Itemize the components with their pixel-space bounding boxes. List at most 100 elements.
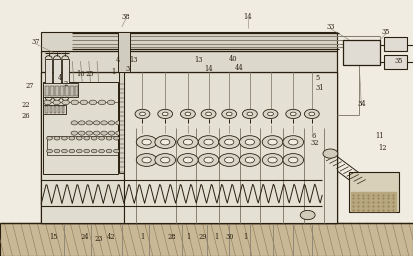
Circle shape <box>135 109 150 119</box>
Circle shape <box>268 139 277 145</box>
Circle shape <box>225 157 234 163</box>
Circle shape <box>240 136 260 148</box>
Circle shape <box>91 149 97 153</box>
Circle shape <box>62 100 69 105</box>
Text: 33: 33 <box>326 23 335 31</box>
Circle shape <box>242 109 257 119</box>
Bar <box>54 59 61 97</box>
Circle shape <box>161 157 170 163</box>
Circle shape <box>69 136 75 140</box>
Circle shape <box>289 157 298 163</box>
Text: 12: 12 <box>378 144 386 153</box>
Circle shape <box>84 149 90 153</box>
Circle shape <box>78 131 85 135</box>
Text: 27: 27 <box>26 82 34 90</box>
Circle shape <box>219 136 240 148</box>
Text: 1: 1 <box>140 233 145 241</box>
Circle shape <box>201 109 216 119</box>
Circle shape <box>240 154 260 166</box>
Text: 28: 28 <box>167 233 176 241</box>
Circle shape <box>290 112 296 116</box>
Circle shape <box>262 136 283 148</box>
Text: 2: 2 <box>63 80 67 89</box>
Text: 34: 34 <box>357 100 366 108</box>
Bar <box>60 86 64 96</box>
Bar <box>45 106 48 113</box>
Circle shape <box>286 109 301 119</box>
Circle shape <box>180 109 195 119</box>
Bar <box>0 223 413 256</box>
Circle shape <box>91 136 97 140</box>
Circle shape <box>263 109 278 119</box>
Text: 13: 13 <box>194 56 202 64</box>
Text: 42: 42 <box>107 233 115 241</box>
Circle shape <box>262 154 283 166</box>
Circle shape <box>99 136 104 140</box>
Circle shape <box>54 149 60 153</box>
Circle shape <box>178 154 198 166</box>
Circle shape <box>323 149 338 158</box>
Bar <box>45 86 49 96</box>
Bar <box>62 106 64 113</box>
Text: 1: 1 <box>244 233 248 241</box>
Circle shape <box>268 112 273 116</box>
Circle shape <box>84 136 90 140</box>
Bar <box>41 72 337 223</box>
Circle shape <box>62 149 67 153</box>
Circle shape <box>136 136 157 148</box>
Circle shape <box>136 154 157 166</box>
Text: 30: 30 <box>225 233 233 241</box>
Text: 1: 1 <box>215 233 219 241</box>
Text: 38: 38 <box>122 13 130 21</box>
Circle shape <box>114 136 119 140</box>
Circle shape <box>54 136 60 140</box>
Bar <box>384 37 407 51</box>
Bar <box>70 86 74 96</box>
Bar <box>55 86 59 96</box>
Circle shape <box>106 149 112 153</box>
Text: 31: 31 <box>316 84 324 92</box>
Text: 11: 11 <box>376 132 384 140</box>
Text: 4: 4 <box>58 74 62 82</box>
Circle shape <box>114 149 119 153</box>
Circle shape <box>44 100 51 105</box>
Circle shape <box>225 139 234 145</box>
Circle shape <box>101 121 107 125</box>
Bar <box>41 72 124 223</box>
Text: 4: 4 <box>116 56 120 64</box>
Text: 24: 24 <box>81 233 89 241</box>
Circle shape <box>89 100 97 105</box>
Text: 3: 3 <box>125 65 129 73</box>
Text: 35: 35 <box>382 28 390 36</box>
Circle shape <box>183 157 192 163</box>
Circle shape <box>162 112 168 116</box>
Circle shape <box>47 136 52 140</box>
Circle shape <box>76 149 82 153</box>
Circle shape <box>140 112 145 116</box>
Text: 13: 13 <box>129 56 137 64</box>
Text: 29: 29 <box>198 233 206 241</box>
Text: 1: 1 <box>186 233 190 241</box>
Circle shape <box>78 121 85 125</box>
Bar <box>118 32 130 72</box>
Circle shape <box>106 136 112 140</box>
Circle shape <box>108 131 115 135</box>
Bar <box>43 82 118 174</box>
Circle shape <box>206 112 211 116</box>
Circle shape <box>71 121 78 125</box>
Circle shape <box>268 157 277 163</box>
Text: 23: 23 <box>94 235 102 243</box>
Circle shape <box>62 136 67 140</box>
Circle shape <box>71 100 78 105</box>
Bar <box>47 136 118 155</box>
Circle shape <box>226 112 232 116</box>
Circle shape <box>161 139 170 145</box>
Bar <box>384 55 407 69</box>
Circle shape <box>283 154 304 166</box>
Text: 26: 26 <box>21 112 30 121</box>
Circle shape <box>142 139 151 145</box>
Circle shape <box>99 149 104 153</box>
Circle shape <box>245 139 254 145</box>
Bar <box>43 105 66 114</box>
Circle shape <box>108 121 115 125</box>
